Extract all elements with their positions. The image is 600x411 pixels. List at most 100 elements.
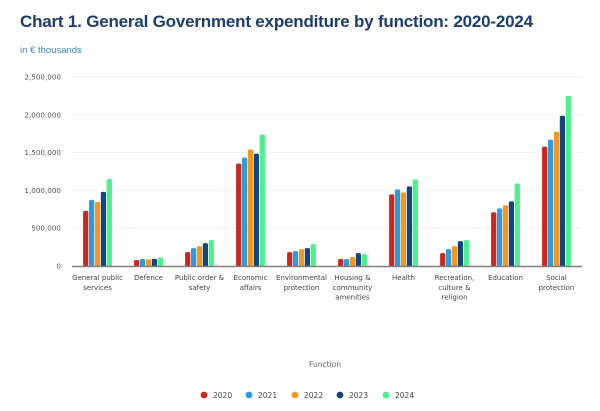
bar-2022 (553, 131, 560, 266)
y-tick-label: 2,000,000 (24, 110, 61, 119)
x-category-label: Environmental protection (276, 274, 327, 292)
bar-2020 (338, 259, 344, 266)
legend-marker-2020 (200, 391, 208, 399)
bar-2021 (89, 199, 95, 266)
x-category-label-line: Health (392, 274, 415, 282)
bar-2022 (502, 205, 509, 266)
x-category-label: Public order & safety (175, 274, 225, 292)
bar-2020 (542, 146, 548, 266)
x-category-label-line: safety (189, 284, 211, 292)
bar-2021 (242, 157, 248, 266)
legend-label-2021: 2021 (258, 391, 277, 400)
y-tick-label: 500,000 (31, 224, 61, 233)
bar-2021 (140, 259, 146, 266)
bar-2020 (134, 259, 140, 266)
gridlines (72, 76, 582, 229)
x-category-label-line: Defence (134, 274, 163, 282)
bar-2022 (145, 259, 152, 266)
bar-2022 (349, 257, 356, 266)
x-category-label: Defence (134, 274, 163, 282)
bar-2021 (395, 189, 401, 266)
bar-2022 (298, 249, 305, 266)
x-category-label-line: amenities (335, 294, 370, 302)
x-category-label: Health (392, 274, 415, 282)
bar-2022 (94, 201, 101, 266)
y-tick-label: 1,500,000 (24, 148, 61, 157)
x-category-label-line: Public order & (175, 274, 225, 282)
x-category-label-line: culture & (438, 284, 471, 292)
bar-2021 (548, 139, 554, 266)
bar-2024 (514, 183, 520, 266)
x-category-label-line: religion (441, 294, 467, 302)
bar-2021 (293, 251, 299, 266)
x-category-label-line: services (83, 284, 112, 292)
y-tick-label: 1,000,000 (24, 186, 61, 195)
x-category-label-line: Environmental (276, 274, 327, 282)
bar-2024 (565, 95, 571, 267)
bar-2021 (497, 208, 503, 266)
legend-marker-2023 (336, 391, 344, 399)
bar-2024 (463, 240, 469, 266)
bar-2020 (185, 252, 191, 266)
legend-label-2022: 2022 (304, 391, 323, 400)
legend-label-2023: 2023 (349, 391, 368, 400)
bar-2024 (157, 257, 163, 266)
x-category-label: General public services (72, 274, 123, 292)
bar-2021 (344, 259, 350, 266)
bar-2023 (202, 243, 208, 266)
x-category-label: Social protection (539, 274, 575, 292)
bar-2023 (559, 115, 565, 266)
x-category-label: Education (488, 274, 523, 282)
bars (83, 95, 571, 267)
x-axis-title: Function (309, 360, 341, 369)
legend-marker-2021 (245, 391, 253, 399)
legend-marker-2022 (291, 391, 299, 399)
x-category-label-line: Recreation, (435, 274, 475, 282)
bar-2024 (259, 134, 265, 266)
chart-subtitle: in € thousands (20, 45, 82, 56)
bar-2024 (208, 240, 214, 266)
chart-title: Chart 1. General Government expenditure … (20, 12, 533, 31)
bar-2022 (196, 246, 203, 266)
x-category-label-line: Education (488, 274, 523, 282)
bar-2022 (451, 246, 458, 266)
bar-2020 (287, 252, 293, 266)
x-category-label-line: affairs (240, 284, 262, 292)
y-tick-label: 2,500,000 (24, 73, 61, 82)
bar-2023 (508, 201, 514, 266)
x-category-label-line: protection (539, 284, 575, 292)
bar-2020 (83, 210, 89, 266)
y-tick-label: 0 (56, 262, 61, 271)
legend-marker-2024 (382, 391, 390, 399)
bar-2023 (406, 186, 412, 266)
x-category-label-line: Housing & (334, 274, 371, 282)
bar-2023 (253, 153, 259, 266)
x-category-label-line: General public (72, 274, 123, 282)
legend-label-2024: 2024 (395, 391, 414, 400)
bar-2020 (491, 212, 497, 266)
x-axis-labels: General public services Defence Public orde… (72, 274, 574, 302)
bar-2024 (106, 178, 112, 266)
legend-label-2020: 2020 (213, 391, 232, 400)
bar-2023 (100, 191, 106, 266)
bar-2020 (236, 163, 242, 266)
x-category-label: Housing & community amenities (333, 274, 372, 302)
bar-2022 (247, 149, 254, 266)
bar-2022 (400, 192, 407, 266)
bar-2020 (440, 253, 446, 266)
bar-2023 (151, 258, 157, 266)
y-axis-ticks: 0 500,000 1,000,000 1,500,000 2,000,000 2,500… (24, 73, 61, 271)
bar-2023 (457, 241, 463, 266)
legend: 2020 2021 2022 2023 2024 (200, 391, 414, 400)
bar-2024 (412, 179, 418, 266)
x-category-label: Economic affairs (234, 274, 268, 292)
bar-2024 (310, 244, 316, 266)
x-category-label-line: protection (284, 284, 320, 292)
bar-2021 (191, 248, 197, 266)
bar-2020 (389, 194, 395, 266)
x-category-label: Recreation, culture & religion (435, 274, 475, 302)
bar-2021 (446, 249, 452, 266)
bar-2023 (355, 253, 361, 266)
bar-2024 (361, 254, 367, 266)
